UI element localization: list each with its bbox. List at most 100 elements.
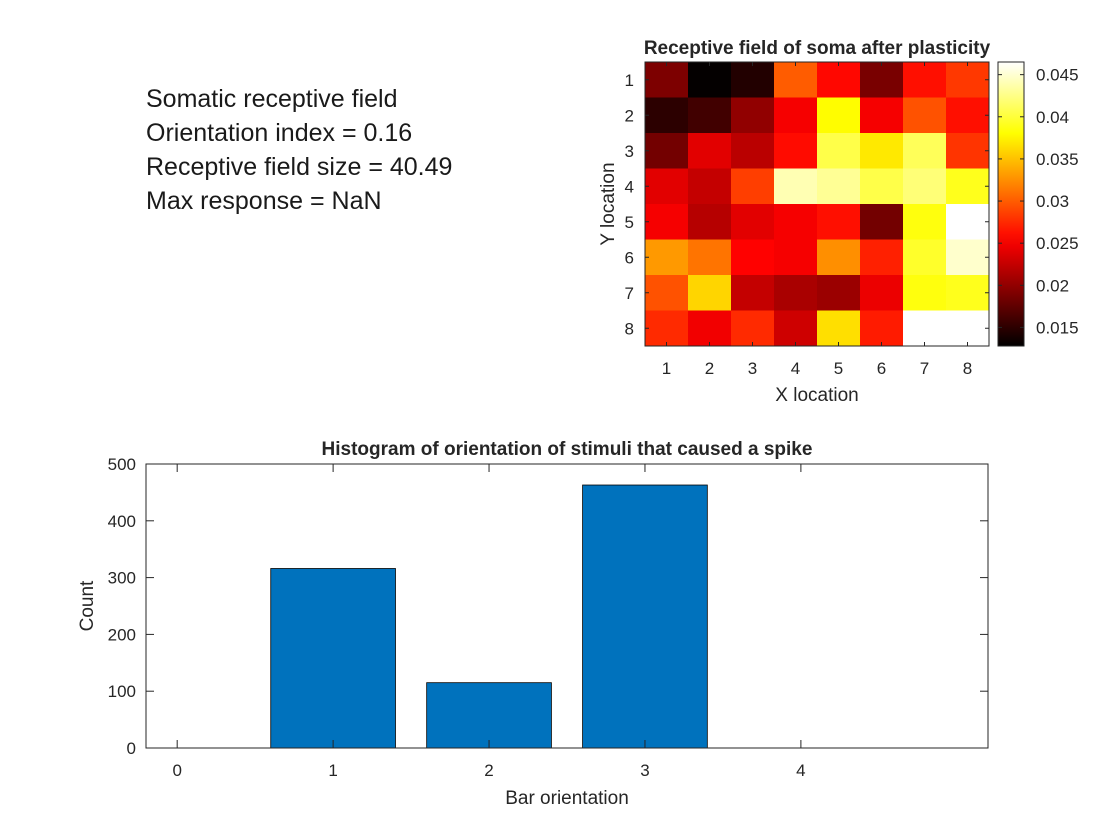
heatmap-x-tick-label: 8: [963, 359, 972, 378]
bar-orientation-3: [582, 484, 708, 749]
bar-y-tick-label: 0: [127, 739, 136, 758]
bar-x-label: Bar orientation: [505, 788, 629, 809]
heatmap-cell-r4-c6: [860, 168, 904, 205]
heatmap-cell-r7-c8: [946, 275, 990, 311]
bar-series: [270, 484, 708, 749]
heatmap-cell-r6-c6: [860, 239, 904, 276]
heatmap-cell-r2-c4: [774, 97, 818, 134]
colorbar-tick-label: 0.045: [1036, 66, 1079, 85]
heatmap-cell-r5-c7: [903, 204, 947, 240]
bar-y-tick-label: 500: [108, 455, 136, 474]
bar-chart: Histogram of orientation of stimuli that…: [77, 439, 989, 809]
heatmap-cell-r8-c4: [774, 310, 818, 347]
heatmap-cell-r3-c4: [774, 133, 818, 169]
info-line-orientation-index: Orientation index = 0.16: [146, 119, 413, 147]
heatmap-cell-r1-c4: [774, 62, 818, 98]
heatmap-cell-r1-c8: [946, 62, 990, 98]
heatmap-cell-r2-c2: [688, 97, 732, 134]
heatmap-x-tick-label: 6: [877, 359, 886, 378]
heatmap-title: Receptive field of soma after plasticity: [644, 38, 991, 59]
bar-x-ticks: 0 1 2 3 4: [172, 464, 806, 780]
heatmap-y-tick-label: 4: [625, 177, 634, 196]
heatmap-cell-r8-c2: [688, 310, 732, 347]
bar-x-tick-label: 0: [172, 761, 181, 780]
heatmap-cell-r6-c1: [645, 239, 689, 276]
bar-y-tick-label: 400: [108, 512, 136, 531]
heatmap-x-tick-label: 5: [834, 359, 843, 378]
colorbar-tick-label: 0.015: [1036, 318, 1079, 337]
heatmap-cell-r7-c5: [817, 275, 861, 311]
heatmap-cell-r6-c5: [817, 239, 861, 276]
info-text: Somatic receptive field Orientation inde…: [146, 82, 452, 218]
heatmap-cell-r3-c8: [946, 133, 990, 169]
heatmap-cell-r6-c8: [946, 239, 990, 276]
heatmap-y-tick-label: 7: [625, 284, 634, 303]
heatmap-cell-r5-c6: [860, 204, 904, 240]
heatmap-cell-r3-c7: [903, 133, 947, 169]
heatmap-cell-r8-c8: [946, 310, 990, 347]
heatmap-cell-r3-c1: [645, 133, 689, 169]
colorbar-tick-label: 0.02: [1036, 276, 1069, 295]
info-line-max-response: Max response = NaN: [146, 187, 382, 215]
heatmap-cell-r4-c8: [946, 168, 990, 205]
heatmap-cell-r5-c4: [774, 204, 818, 240]
heatmap-cell-r2-c8: [946, 97, 990, 134]
heatmap-frame: [644, 61, 990, 347]
heatmap-cell-r2-c3: [731, 97, 775, 134]
heatmap-cell-r5-c5: [817, 204, 861, 240]
heatmap-cell-r8-c7: [903, 310, 947, 347]
colorbar-tick-label: 0.04: [1036, 108, 1069, 127]
heatmap-cell-r4-c3: [731, 168, 775, 205]
heatmap-cell-r1-c5: [817, 62, 861, 98]
heatmap-cell-r6-c4: [774, 239, 818, 276]
heatmap-x-tick-label: 7: [920, 359, 929, 378]
heatmap-cell-r7-c7: [903, 275, 947, 311]
bar-x-tick-label: 3: [640, 761, 649, 780]
heatmap-cell-r1-c6: [860, 62, 904, 98]
heatmap-cell-r7-c3: [731, 275, 775, 311]
heatmap-cell-r8-c5: [817, 310, 861, 347]
heatmap-cell-r4-c7: [903, 168, 947, 205]
bar-chart-title: Histogram of orientation of stimuli that…: [322, 439, 813, 460]
heatmap-y-tick-label: 6: [625, 248, 634, 267]
heatmap-cell-r5-c3: [731, 204, 775, 240]
heatmap-y-ticks: 1 2 3 4 5 6 7 8: [625, 71, 989, 338]
heatmap-y-tick-label: 2: [625, 106, 634, 125]
bar-y-ticks: 0 100 200 300 400 500: [108, 455, 988, 758]
heatmap-cell-r7-c2: [688, 275, 732, 311]
heatmap-cell-r6-c7: [903, 239, 947, 276]
heatmap-y-tick-label: 1: [625, 71, 634, 90]
heatmap-cell-r7-c1: [645, 275, 689, 311]
heatmap-cell-r2-c1: [645, 97, 689, 134]
colorbar-tick-label: 0.035: [1036, 150, 1079, 169]
info-line-title: Somatic receptive field: [146, 85, 398, 113]
heatmap-x-tick-label: 3: [748, 359, 757, 378]
heatmap-cell-r6-c2: [688, 239, 732, 276]
heatmap-x-tick-label: 1: [662, 359, 671, 378]
heatmap-x-tick-label: 4: [791, 359, 800, 378]
heatmap-cell-r4-c4: [774, 168, 818, 205]
colorbar: [997, 61, 1025, 347]
heatmap-cell-r3-c3: [731, 133, 775, 169]
heatmap-cell-r1-c3: [731, 62, 775, 98]
info-line-rf-size: Receptive field size = 40.49: [146, 153, 453, 181]
heatmap-cell-r7-c6: [860, 275, 904, 311]
bar-chart-frame: [145, 463, 989, 749]
heatmap-cell-r8-c3: [731, 310, 775, 347]
heatmap-cell-r2-c7: [903, 97, 947, 134]
heatmap-chart: Receptive field of soma after plasticity…: [598, 38, 1079, 406]
heatmap-x-label: X location: [775, 385, 858, 406]
heatmap-cell-r5-c8: [946, 204, 990, 240]
heatmap-y-tick-label: 5: [625, 213, 634, 232]
heatmap-cells: [645, 62, 990, 347]
heatmap-cell-r1-c1: [645, 62, 689, 98]
bar-x-tick-label: 2: [484, 761, 493, 780]
heatmap-x-ticks: 1 2 3 4 5 6 7 8: [662, 62, 972, 378]
heatmap-cell-r4-c5: [817, 168, 861, 205]
bar-y-tick-label: 100: [108, 682, 136, 701]
bar-y-tick-label: 300: [108, 569, 136, 588]
bar-y-label: Count: [77, 580, 98, 631]
heatmap-cell-r3-c5: [817, 133, 861, 169]
heatmap-cell-r2-c6: [860, 97, 904, 134]
